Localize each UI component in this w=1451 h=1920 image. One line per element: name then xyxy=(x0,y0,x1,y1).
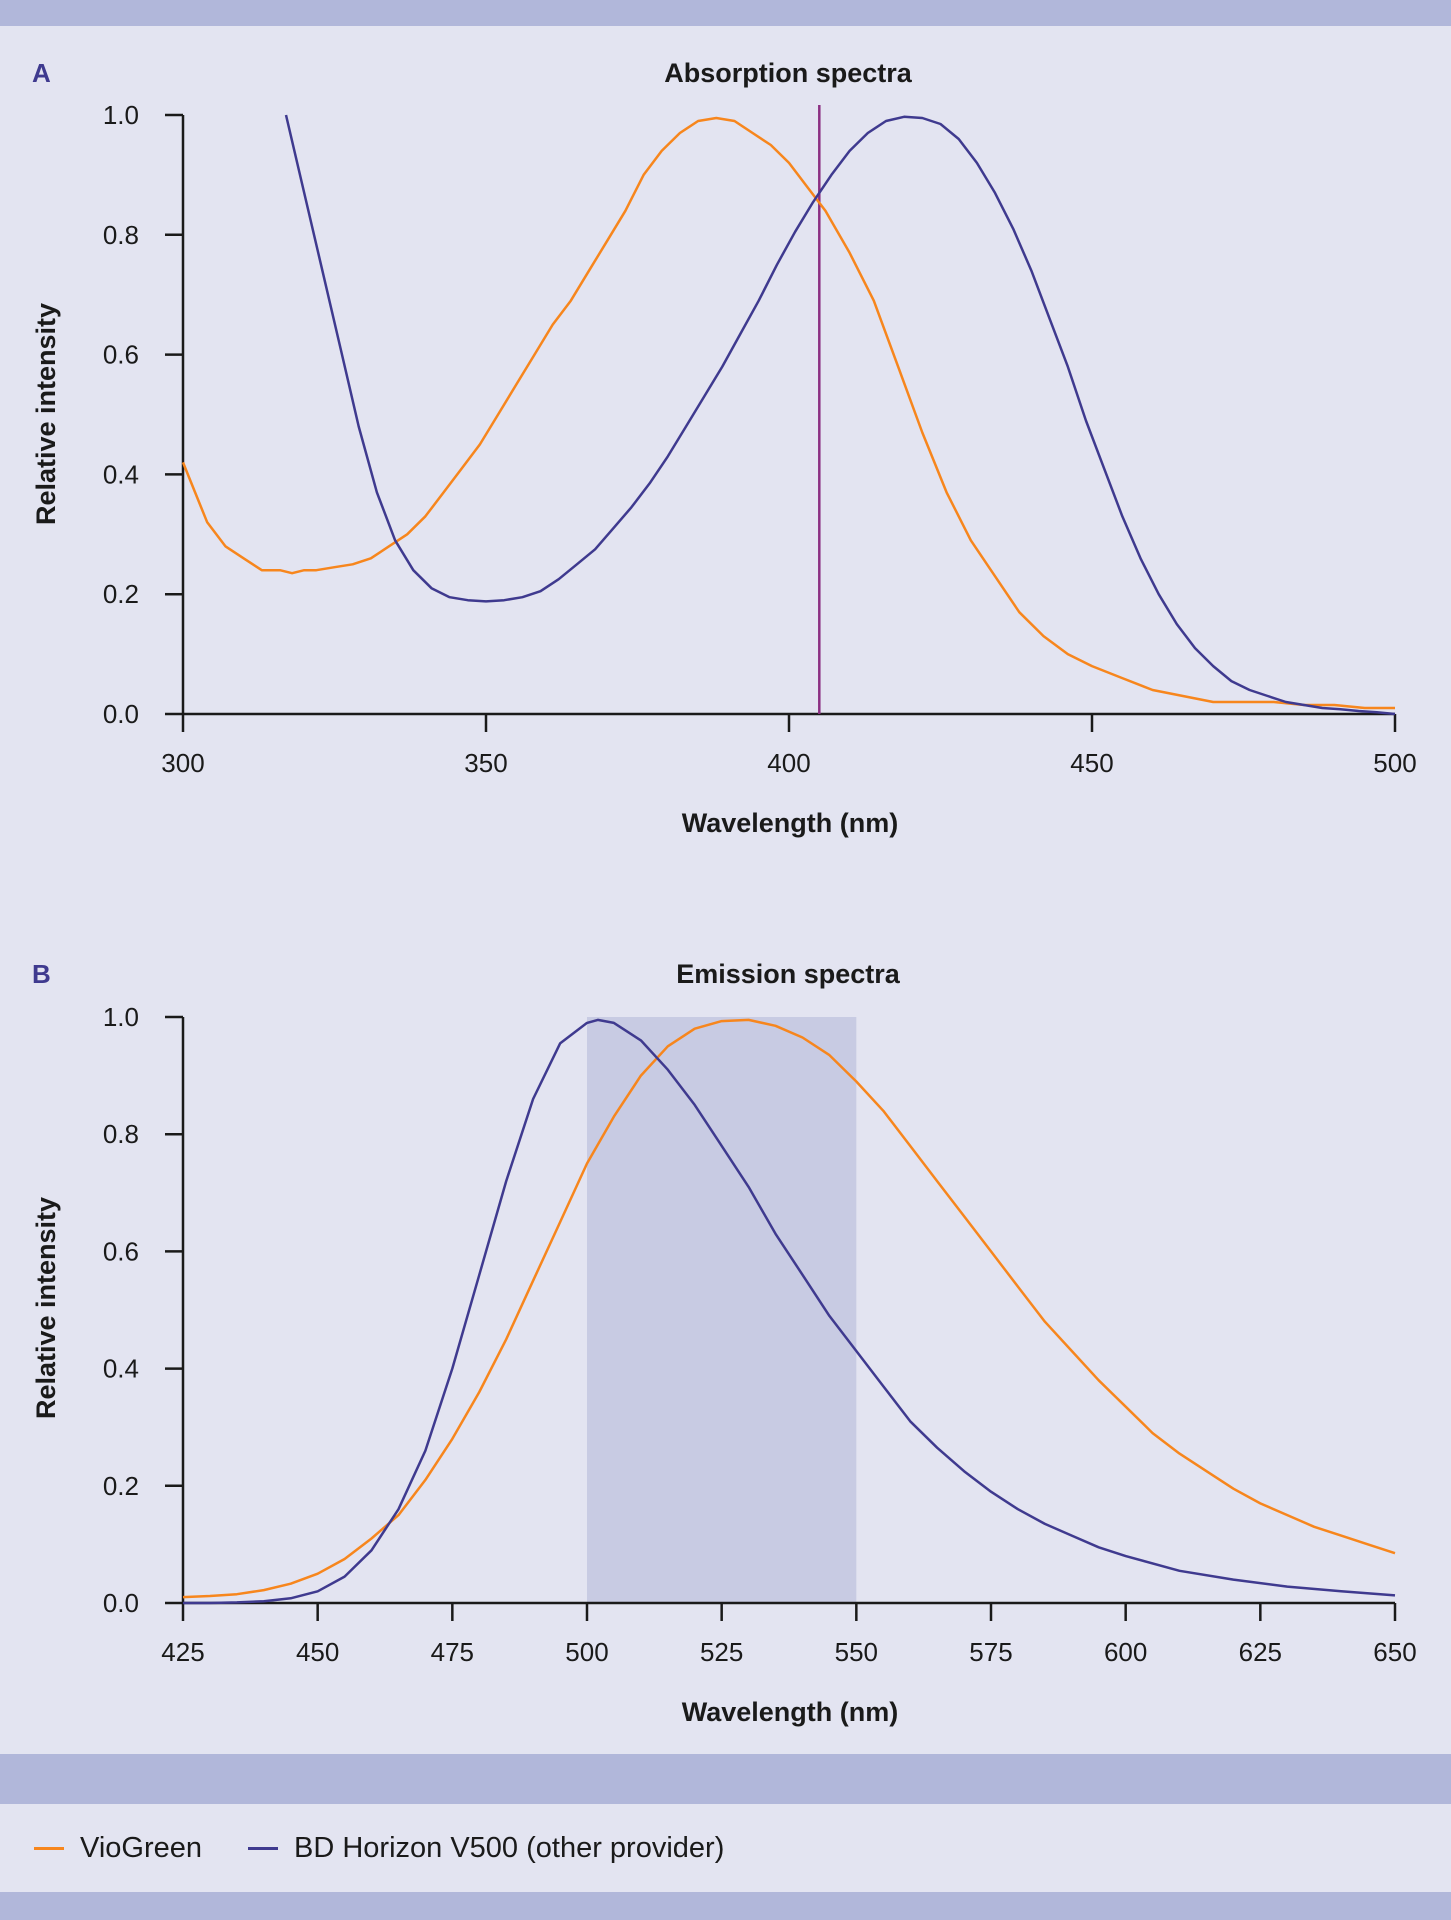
emission-ytick-label: 0.6 xyxy=(103,1236,139,1266)
panel-b-xlabel: Wavelength (nm) xyxy=(682,1697,899,1727)
emission-xtick-label: 650 xyxy=(1373,1637,1416,1667)
absorption-ytick-label: 0.0 xyxy=(103,699,139,729)
absorption-ytick-label: 1.0 xyxy=(103,100,139,130)
panel-a-ylabel: Relative intensity xyxy=(31,303,61,525)
emission-series-viogreen-line xyxy=(182,1018,1396,1599)
legend: VioGreen BD Horizon V500 (other provider… xyxy=(0,1808,1451,1888)
absorption-xtick-label: 400 xyxy=(767,748,810,778)
viogreen-swatch-icon xyxy=(34,1846,64,1850)
legend-item-viogreen: VioGreen xyxy=(34,1832,202,1865)
emission-xtick-label: 625 xyxy=(1239,1637,1282,1667)
emission-detection-band xyxy=(587,1017,857,1603)
legend-top-band xyxy=(0,1754,1451,1804)
spectra-figure: A Absorption spectra Wavelength (nm) Rel… xyxy=(31,58,1417,1727)
emission-ytick-label: 0.8 xyxy=(103,1119,139,1149)
absorption-series-viogreen-line xyxy=(181,116,1395,710)
emission-xtick-label: 575 xyxy=(969,1637,1012,1667)
emission-xtick-label: 500 xyxy=(565,1637,608,1667)
emission-plot-area: 0.0 0.2 0.4 0.6 0.8 1.0 425 450 475 500 525 550 575 6… xyxy=(103,1002,1417,1667)
emission-xtick-label: 600 xyxy=(1104,1637,1147,1667)
emission-series-horizon-line xyxy=(183,1018,1396,1605)
panel-a-xlabel: Wavelength (nm) xyxy=(682,808,899,838)
panel-b-label: B xyxy=(32,959,51,989)
legend-item-horizon: BD Horizon V500 (other provider) xyxy=(248,1832,724,1865)
absorption-plot-area: 0.0 0.2 0.4 0.6 0.8 1.0 300 350 400 450 500 xyxy=(103,100,1417,778)
absorption-xtick-label: 500 xyxy=(1373,748,1416,778)
bottom-band xyxy=(0,1892,1451,1920)
legend-label-viogreen: VioGreen xyxy=(80,1831,202,1864)
legend-label-horizon: BD Horizon V500 (other provider) xyxy=(294,1831,725,1864)
absorption-series-horizon-line xyxy=(284,114,1396,716)
emission-xtick-label: 475 xyxy=(431,1637,474,1667)
emission-xtick-label: 550 xyxy=(835,1637,878,1667)
emission-xtick-label: 525 xyxy=(700,1637,743,1667)
emission-ytick-label: 0.2 xyxy=(103,1471,139,1501)
panel-a-label: A xyxy=(32,58,51,88)
panel-b-ylabel: Relative intensity xyxy=(31,1197,61,1419)
absorption-ytick-label: 0.8 xyxy=(103,220,139,250)
horizon-swatch-icon xyxy=(248,1846,278,1850)
emission-ytick-label: 0.0 xyxy=(103,1588,139,1618)
top-band xyxy=(0,0,1451,26)
absorption-ytick-label: 0.6 xyxy=(103,340,139,370)
emission-xtick-label: 425 xyxy=(161,1637,204,1667)
emission-ytick-label: 1.0 xyxy=(103,1002,139,1032)
absorption-xtick-label: 300 xyxy=(161,748,204,778)
emission-ytick-label: 0.4 xyxy=(103,1354,139,1384)
absorption-ytick-label: 0.4 xyxy=(103,459,139,489)
emission-xtick-label: 450 xyxy=(296,1637,339,1667)
absorption-xtick-label: 450 xyxy=(1070,748,1113,778)
panel-b-title: Emission spectra xyxy=(676,959,901,989)
absorption-xtick-label: 350 xyxy=(464,748,507,778)
absorption-ytick-label: 0.2 xyxy=(103,579,139,609)
panel-a-title: Absorption spectra xyxy=(664,58,913,88)
